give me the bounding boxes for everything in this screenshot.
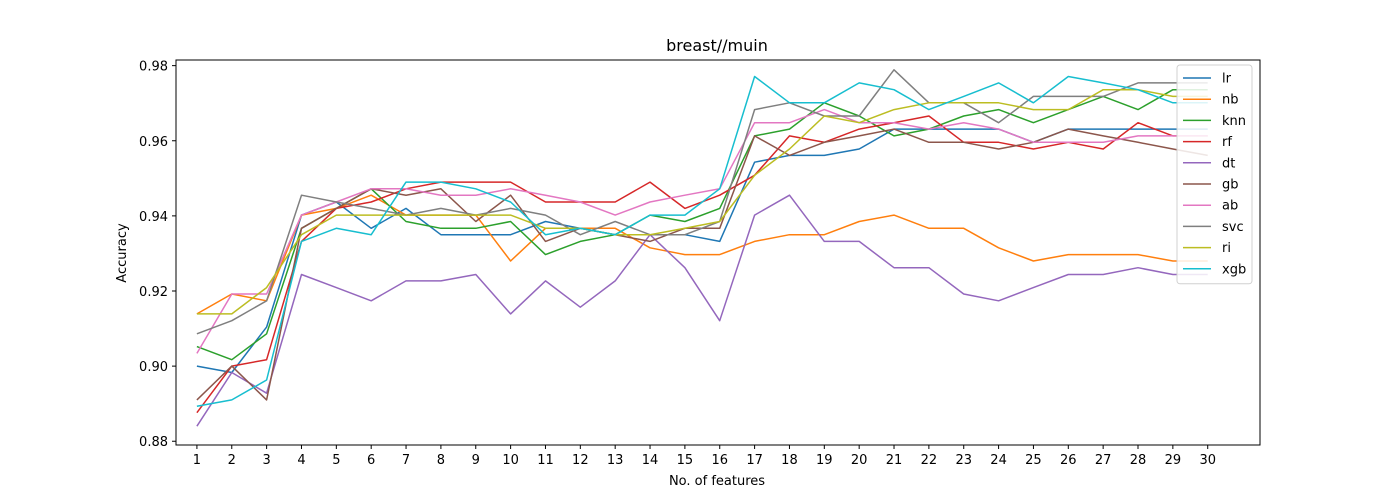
x-tick-label: 18 bbox=[781, 453, 798, 468]
x-tick-label: 24 bbox=[990, 453, 1007, 468]
legend-label-svc: svc bbox=[1222, 220, 1244, 235]
legend-label-lr: lr bbox=[1222, 72, 1232, 87]
x-axis-label: No. of features bbox=[669, 474, 765, 489]
x-tick-label: 22 bbox=[921, 453, 938, 468]
x-tick-label: 2 bbox=[228, 453, 236, 468]
y-axis-label: Accuracy bbox=[115, 223, 130, 283]
series-line-dt bbox=[196, 194, 1208, 427]
y-axis: 0.88 0.90 0.92 0.94 0.96 0.98 bbox=[139, 60, 176, 450]
x-tick-label: 7 bbox=[402, 453, 410, 468]
series-line-xgb bbox=[196, 75, 1208, 408]
x-axis: 1 2 3 4 5 6 7 8 9 10 11 12 13 14 15 16 17 18 19 20 21 22 23 24 2… bbox=[193, 445, 1216, 468]
legend-label-gb: gb bbox=[1222, 178, 1239, 193]
x-tick-label: 12 bbox=[572, 453, 589, 468]
x-tick-label: 17 bbox=[746, 453, 763, 468]
y-tick-label: 0.94 bbox=[139, 210, 168, 225]
y-tick-label: 0.96 bbox=[139, 135, 168, 150]
legend: lr nb knn rf dt gb ab svc ri xgb bbox=[1176, 64, 1253, 285]
series-line-ri bbox=[196, 88, 1208, 315]
x-tick-label: 16 bbox=[711, 453, 728, 468]
x-tick-label: 4 bbox=[297, 453, 305, 468]
legend-label-dt: dt bbox=[1222, 156, 1235, 171]
x-tick-label: 9 bbox=[472, 453, 480, 468]
legend-label-rf: rf bbox=[1222, 135, 1232, 150]
x-tick-label: 30 bbox=[1199, 453, 1216, 468]
chart-title: breast//muin bbox=[666, 36, 768, 55]
plot-lines bbox=[196, 69, 1208, 427]
x-tick-label: 25 bbox=[1025, 453, 1042, 468]
legend-label-ri: ri bbox=[1222, 241, 1231, 256]
x-tick-label: 21 bbox=[886, 453, 903, 468]
x-tick-label: 10 bbox=[502, 453, 519, 468]
legend-label-xgb: xgb bbox=[1222, 262, 1246, 277]
x-tick-label: 6 bbox=[367, 453, 375, 468]
x-tick-label: 28 bbox=[1130, 453, 1147, 468]
x-tick-label: 3 bbox=[262, 453, 270, 468]
x-tick-label: 19 bbox=[816, 453, 833, 468]
legend-label-knn: knn bbox=[1222, 114, 1246, 129]
x-tick-label: 15 bbox=[677, 453, 694, 468]
plot-frame bbox=[175, 59, 1261, 446]
x-tick-label: 29 bbox=[1165, 453, 1182, 468]
series-line-svc bbox=[196, 69, 1208, 335]
x-tick-label: 23 bbox=[955, 453, 972, 468]
x-tick-label: 26 bbox=[1060, 453, 1077, 468]
x-tick-label: 5 bbox=[332, 453, 340, 468]
legend-label-nb: nb bbox=[1222, 93, 1239, 108]
x-tick-label: 8 bbox=[437, 453, 445, 468]
y-tick-label: 0.98 bbox=[139, 60, 168, 75]
legend-box bbox=[1176, 64, 1253, 285]
legend-label-ab: ab bbox=[1222, 199, 1238, 214]
x-tick-label: 11 bbox=[537, 453, 554, 468]
x-tick-label: 1 bbox=[193, 453, 201, 468]
x-tick-label: 14 bbox=[642, 453, 659, 468]
series-line-nb bbox=[196, 194, 1208, 315]
y-tick-label: 0.92 bbox=[139, 285, 168, 300]
y-tick-label: 0.90 bbox=[139, 360, 168, 375]
series-line-ab bbox=[196, 108, 1208, 354]
x-tick-label: 20 bbox=[851, 453, 868, 468]
y-tick-label: 0.88 bbox=[139, 435, 168, 450]
x-tick-label: 27 bbox=[1095, 453, 1112, 468]
x-tick-label: 13 bbox=[607, 453, 624, 468]
